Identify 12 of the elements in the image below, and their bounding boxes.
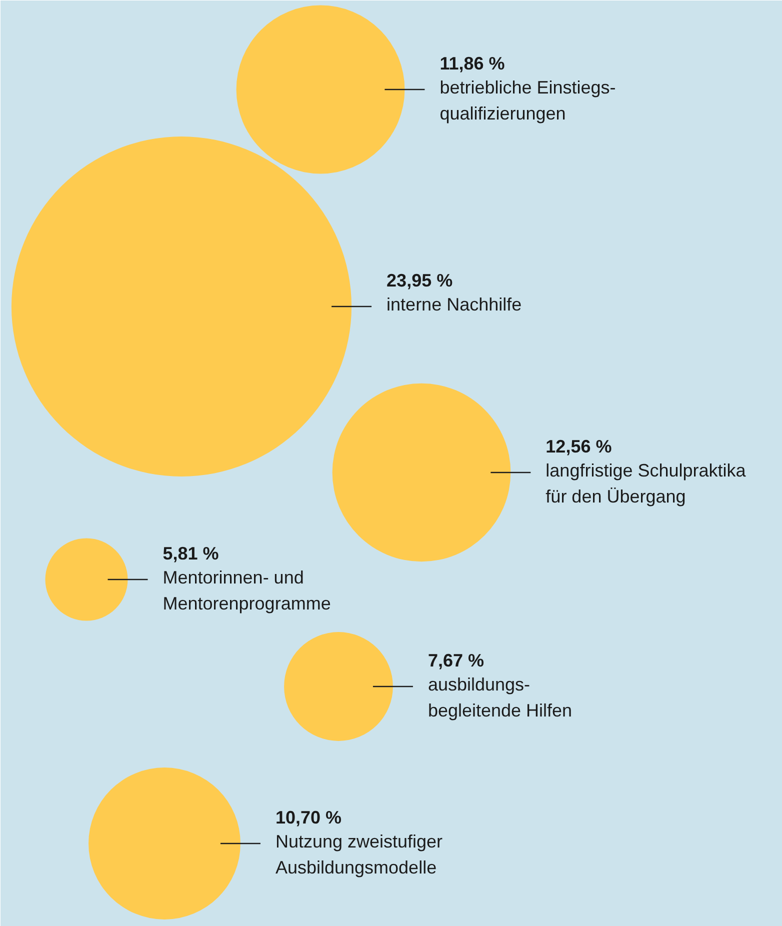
category-label: ausbildungs- begleitende Hilfen bbox=[428, 674, 572, 720]
data-label: 23,95 % bbox=[386, 270, 453, 290]
data-label: 7,67 % bbox=[428, 650, 484, 670]
category-label: interne Nachhilfe bbox=[386, 294, 522, 314]
data-label: 5,81 % bbox=[162, 544, 219, 564]
category-label: Mentorinnen- und Mentorenprogramme bbox=[162, 568, 331, 614]
data-label: 12,56 % bbox=[546, 436, 612, 456]
data-label: 10,70 % bbox=[275, 808, 342, 828]
category-label: betriebliche Einstiegs- qualifizierungen bbox=[440, 78, 616, 124]
category-label: Nutzung zweistufiger Ausbildungsmodelle bbox=[275, 832, 443, 878]
category-label: langfristige Schulpraktika für den Übergang bbox=[546, 460, 747, 506]
data-label: 11,86 % bbox=[440, 54, 505, 74]
